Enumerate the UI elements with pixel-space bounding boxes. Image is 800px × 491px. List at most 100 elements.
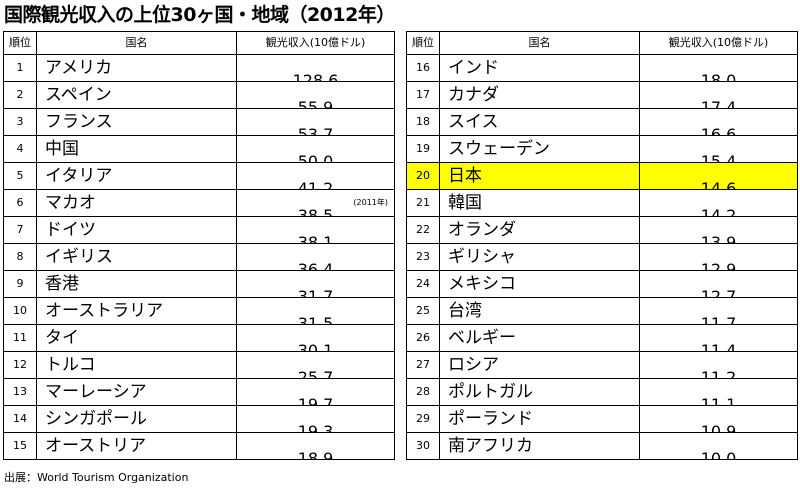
value-number: 50.0	[297, 152, 334, 163]
country-cell: ポーランド	[439, 405, 640, 433]
rank-cell: 21	[406, 189, 440, 217]
value-number: 30.1	[297, 341, 334, 352]
value-cell: 15.4	[639, 135, 798, 163]
country-cell: ポルトガル	[439, 378, 640, 406]
rank-cell: 2	[3, 81, 37, 109]
value-cell: 10.0	[639, 432, 798, 460]
value-number: 128.6	[292, 71, 339, 82]
rank-cell: 1	[3, 54, 37, 82]
value-cell: 30.1	[236, 324, 395, 352]
value-cell: 53.7	[236, 108, 395, 136]
rank-cell: 17	[406, 81, 440, 109]
rank-cell: 29	[406, 405, 440, 433]
country-cell: アメリカ	[36, 54, 237, 82]
value-cell: 18.9	[236, 432, 395, 460]
value-number: 10.9	[700, 422, 737, 433]
rank-cell: 16	[406, 54, 440, 82]
value-number: 31.5	[297, 314, 334, 325]
value-cell: 18.0	[639, 54, 798, 82]
table-row: 17 カナダ 17.4	[406, 81, 798, 109]
rank-cell: 12	[3, 351, 37, 379]
value-number: 41.2	[297, 179, 334, 190]
table-row: 14 シンガポール 19.3	[3, 405, 395, 433]
value-number: 12.9	[700, 260, 737, 271]
value-number: 55.9	[297, 98, 334, 109]
country-cell: インド	[439, 54, 640, 82]
header-value: 観光収入(10億ドル)	[639, 31, 798, 55]
value-cell: 12.9	[639, 243, 798, 271]
value-cell: 16.6	[639, 108, 798, 136]
table-row: 20 日本 14.6	[406, 162, 798, 190]
rank-cell: 11	[3, 324, 37, 352]
table-row: 15 オーストリア 18.9	[3, 432, 395, 460]
page-title: 国際観光収入の上位30ヶ国・地域（2012年）	[4, 4, 395, 26]
country-cell: ベルギー	[439, 324, 640, 352]
value-cell: 31.5	[236, 297, 395, 325]
rank-cell: 5	[3, 162, 37, 190]
rank-cell: 18	[406, 108, 440, 136]
value-number: 13.9	[700, 233, 737, 244]
country-cell: マーレーシア	[36, 378, 237, 406]
country-cell: ドイツ	[36, 216, 237, 244]
value-number: 10.0	[700, 449, 737, 460]
value-number: 18.9	[297, 449, 334, 460]
value-cell: 14.2	[639, 189, 798, 217]
rank-cell: 8	[3, 243, 37, 271]
table-row: 12 トルコ 25.7	[3, 351, 395, 379]
value-number: 16.6	[700, 125, 737, 136]
country-cell: オーストリア	[36, 432, 237, 460]
table-row: 3 フランス 53.7	[3, 108, 395, 136]
value-number: 11.4	[700, 341, 737, 352]
table-row: 25 台湾 11.7	[406, 297, 798, 325]
table-row: 24 メキシコ 12.7	[406, 270, 798, 298]
value-cell: 17.4	[639, 81, 798, 109]
country-cell: ギリシャ	[439, 243, 640, 271]
country-cell: イタリア	[36, 162, 237, 190]
header-row: 順位 国名 観光収入(10億ドル)	[406, 31, 798, 55]
table-row: 30 南アフリカ 10.0	[406, 432, 798, 460]
table-row: 10 オーストラリア 31.5	[3, 297, 395, 325]
country-cell: 日本	[439, 162, 640, 190]
table-row: 26 ベルギー 11.4	[406, 324, 798, 352]
table-row: 28 ポルトガル 11.1	[406, 378, 798, 406]
table-row: 11 タイ 30.1	[3, 324, 395, 352]
rank-cell: 27	[406, 351, 440, 379]
value-cell: 14.6	[639, 162, 798, 190]
header-country: 国名	[36, 31, 237, 55]
value-cell: 55.9	[236, 81, 395, 109]
value-cell: 10.9	[639, 405, 798, 433]
value-cell: 31.7	[236, 270, 395, 298]
value-cell: 13.9	[639, 216, 798, 244]
value-cell: 12.7	[639, 270, 798, 298]
header-rank: 順位	[406, 31, 440, 55]
value-cell: 38.1	[236, 216, 395, 244]
value-cell: 50.0	[236, 135, 395, 163]
country-cell: カナダ	[439, 81, 640, 109]
table-row: 9 香港 31.7	[3, 270, 395, 298]
value-cell: 11.1	[639, 378, 798, 406]
value-cell: 41.2	[236, 162, 395, 190]
country-cell: スイス	[439, 108, 640, 136]
value-number: 12.7	[700, 287, 737, 298]
table-row: 19 スウェーデン 15.4	[406, 135, 798, 163]
rank-cell: 13	[3, 378, 37, 406]
table-row: 6 マカオ 38.5 (2011年)	[3, 189, 395, 217]
country-cell: 香港	[36, 270, 237, 298]
country-cell: タイ	[36, 324, 237, 352]
table-row: 8 イギリス 36.4	[3, 243, 395, 271]
rank-cell: 9	[3, 270, 37, 298]
value-number: 38.5	[297, 206, 334, 217]
table-row: 4 中国 50.0	[3, 135, 395, 163]
value-note: (2011年)	[353, 198, 388, 207]
value-number: 53.7	[297, 125, 334, 136]
value-number: 38.1	[297, 233, 334, 244]
value-cell: 11.2	[639, 351, 798, 379]
table-row: 13 マーレーシア 19.7	[3, 378, 395, 406]
country-cell: 中国	[36, 135, 237, 163]
value-cell: 36.4	[236, 243, 395, 271]
table-row: 1 アメリカ 128.6	[3, 54, 395, 82]
rank-cell: 28	[406, 378, 440, 406]
rank-cell: 19	[406, 135, 440, 163]
value-cell: 11.4	[639, 324, 798, 352]
table-row: 29 ポーランド 10.9	[406, 405, 798, 433]
